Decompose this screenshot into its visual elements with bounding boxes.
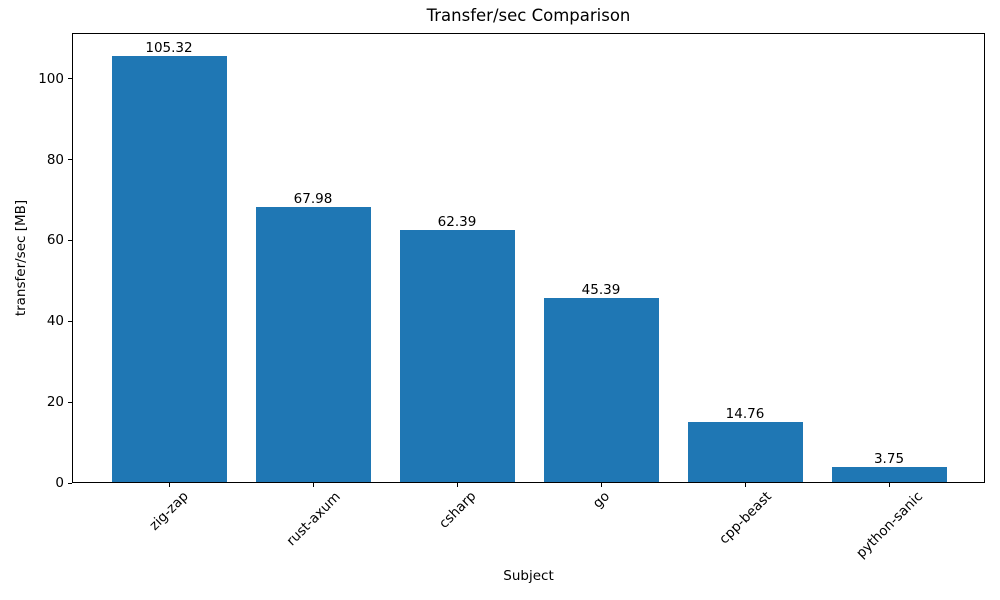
x-tick-mark [313, 483, 314, 487]
x-tick-label-python-sanic: python-sanic [852, 488, 926, 562]
y-tick-label: 80 [46, 151, 64, 168]
y-tick-label: 0 [55, 475, 64, 491]
y-tick-mark [68, 401, 72, 403]
y-tick-mark [68, 320, 72, 322]
y-tick-label: 100 [38, 70, 64, 87]
bar-python-sanic [831, 466, 947, 482]
bar-value-label: 105.32 [145, 40, 193, 57]
x-tick-mark [457, 483, 458, 487]
x-tick-label-zig-zap: zig-zap [146, 488, 192, 535]
x-tick-label-csharp: csharp [435, 488, 479, 532]
bar-csharp [399, 229, 515, 482]
y-tick-mark [68, 239, 72, 241]
x-tick-label-cpp-beast: cpp-beast [715, 488, 775, 548]
bar-value-label: 45.39 [581, 282, 621, 299]
y-tick-label: 60 [46, 232, 64, 249]
bar-cpp-beast [687, 422, 803, 482]
x-tick-label-rust-axum: rust-axum [282, 488, 344, 549]
y-tick-mark [68, 159, 72, 161]
bar-value-label: 14.76 [725, 406, 765, 423]
y-tick-mark [68, 78, 72, 80]
y-axis-label: transfer/sec [MB] [13, 199, 30, 317]
x-tick-mark [889, 483, 890, 487]
bar-zig-zap [111, 56, 227, 482]
x-tick-mark [745, 483, 746, 487]
bar-rust-axum [255, 207, 371, 482]
x-tick-mark [601, 483, 602, 487]
x-tick-mark [169, 483, 170, 487]
y-tick-label: 40 [46, 313, 64, 330]
bar-go [543, 298, 659, 482]
plot-area [72, 33, 985, 483]
x-axis-label: Subject [503, 568, 554, 584]
y-tick-label: 20 [46, 394, 64, 411]
bar-value-label: 67.98 [293, 191, 333, 208]
bar-value-label: 62.39 [437, 213, 477, 230]
bar-value-label: 3.75 [873, 450, 905, 467]
y-tick-mark [68, 482, 72, 484]
x-tick-label-go: go [589, 488, 613, 512]
chart-title: Transfer/sec Comparison [426, 6, 631, 25]
